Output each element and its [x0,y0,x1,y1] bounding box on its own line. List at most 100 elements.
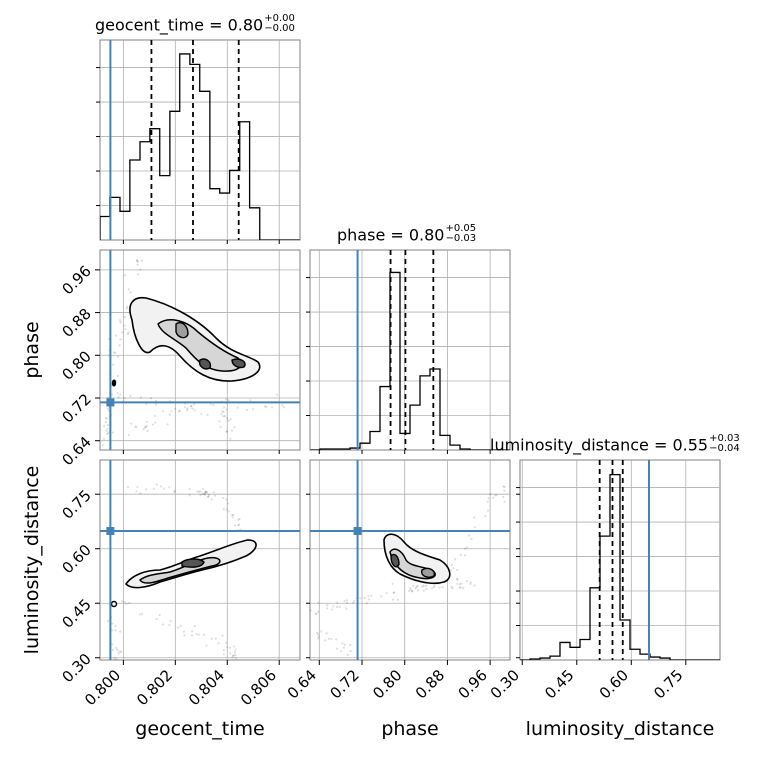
title-phase: phase = 0.80 +0.05 −0.03 [337,223,477,245]
dt-trail-b-sample-19 [217,642,220,645]
dp-trail-a-sample-55 [451,587,454,590]
dt-trail-a-sample-31 [139,492,142,495]
histogram-phase [310,271,510,450]
title-phase-median: 0.80 [408,225,445,245]
dp-trail-b-sample-29 [486,500,489,503]
pt-trail-c-sample-18 [275,393,279,396]
dt-trail-a-sample-48 [210,498,213,501]
dp-trail-b-sample-26 [489,493,492,496]
dp-trail-a-sample-45 [407,590,410,593]
dt-trail-c-sample-0 [115,657,118,660]
xtick-label-luminosity_distance-3: 0.75 [650,666,686,702]
panel-distance-vs-phase-content [307,485,506,657]
dt-trail-a-sample-21 [163,487,166,490]
xtick-label-geocent_time-0: 0.800 [81,666,124,709]
pt-trail-c-sample-9 [186,407,189,410]
dp-trail-a-sample-52 [370,594,373,597]
dt-trail-c-sample-6 [116,648,119,652]
dt-trail-b-sample-38 [183,634,186,637]
dp-trail-c-sample-17 [317,635,320,638]
pt-trail-a-sample-30 [103,425,106,428]
ytick-label-phase-2: 0.80 [58,347,94,383]
dp-trail-a-sample-38 [385,592,388,595]
panel-phase-vs-geocent-time-content [101,259,286,447]
dt-trail-b-sample-12 [169,620,172,623]
pt-trail-b-sample-21 [177,410,181,413]
dt-trail-a-sample-43 [226,502,230,505]
dt-trail-c-sample-2 [111,648,114,652]
ytick-label-luminosity_distance-0: 0.30 [58,650,94,686]
y-axis-label-phase: phase [21,321,43,378]
hist-panel-phase [306,249,511,451]
pt-trail-a-sample-43 [105,429,108,432]
dt-trail-b-sample-28 [222,653,225,656]
pt-trail-b-sample-37 [223,415,226,418]
xtick-label-geocent_time-2: 0.804 [185,666,228,709]
pt-trail-c-sample-0 [149,397,153,400]
dt-trail-b-sample-5 [231,656,234,659]
dt-trail-b-sample-15 [138,613,141,616]
dp-trail-a-sample-66 [307,609,309,611]
pt-trail-b-sample-29 [142,428,145,431]
pt-trail-b-sample-30 [145,425,148,428]
dp-trail-a-sample-11 [466,580,469,583]
dp-trail-a-sample-31 [433,584,436,588]
pt-trail-c-sample-3 [206,413,209,416]
dt-trail-b-sample-27 [233,645,236,648]
panel-phase-vs-geocent-time [99,249,301,451]
dt-trail-a-sample-24 [126,485,130,489]
dt-trail-c-sample-13 [113,656,116,660]
pt-trail-a-sample-29 [126,305,129,308]
pt-trail-a-sample-15 [104,416,107,419]
pt-trail-b-sample-14 [130,422,133,425]
dt-trail-a-sample-28 [234,524,237,527]
pt-trail-c-sample-13 [281,404,284,407]
pt-trail-c-sample-1 [245,408,249,412]
dp-trail-b-sample-20 [503,485,506,489]
pt-trail-b-sample-27 [212,403,215,406]
dp-trail-a-sample-65 [421,585,424,588]
panel-distance-vs-geocent-time-content [106,483,257,660]
dt-trail-a-sample-42 [237,523,240,526]
dt-trail-b-sample-0 [234,654,237,657]
pt-trail-c-sample-31 [200,412,203,415]
dp-trail-a-sample-39 [326,604,329,607]
dt-trail-a-sample-32 [212,491,215,494]
dp-trail-a-sample-50 [412,584,415,587]
dt-contour-inner [181,558,205,568]
y-axis-label-luminosity-distance: luminosity_distance [21,466,43,655]
dp-trail-a-sample-68 [458,583,461,586]
histogram-geocent-time [100,53,300,240]
dt-trail-c-sample-3 [114,624,117,628]
pt-trail-a-sample-44 [116,355,119,358]
pt-trail-a-sample-27 [140,259,143,262]
pt-trail-b-sample-0 [219,426,222,429]
pt-trail-a-sample-45 [119,319,122,322]
dt-trail-a-sample-22 [237,518,240,521]
dp-trail-a-sample-32 [345,599,348,602]
pt-trail-c-sample-8 [251,408,255,411]
dt-trail-a-sample-49 [231,516,234,519]
dp-trail-a-sample-63 [415,585,418,589]
title-phase-minus: −0.03 [445,233,477,244]
dp-trail-b-sample-19 [459,553,462,557]
pt-trail-b-sample-36 [229,418,232,421]
pt-trail-b-sample-44 [227,419,230,422]
dp-trail-b-sample-3 [470,537,473,541]
dt-trail-a-sample-47 [188,487,191,491]
dt-trail-b-sample-10 [205,644,208,647]
pt-trail-c-sample-11 [271,406,274,409]
pt-truth-marker [106,398,115,407]
dt-trail-b-sample-7 [229,652,232,655]
dt-trail-a-sample-20 [204,490,207,493]
xtick-label-geocent_time-1: 0.802 [133,666,176,709]
pt-trail-a-sample-55 [119,321,122,324]
pt-trail-a-sample-50 [135,259,139,262]
pt-trail-a-sample-12 [112,351,115,354]
dt-trail-a-sample-5 [145,488,148,491]
dp-trail-a-sample-2 [365,602,368,605]
pt-trail-b-sample-20 [168,413,171,416]
dt-trail-a-sample-30 [208,493,211,496]
title-luminosity-distance-minus: −0.04 [709,443,740,454]
